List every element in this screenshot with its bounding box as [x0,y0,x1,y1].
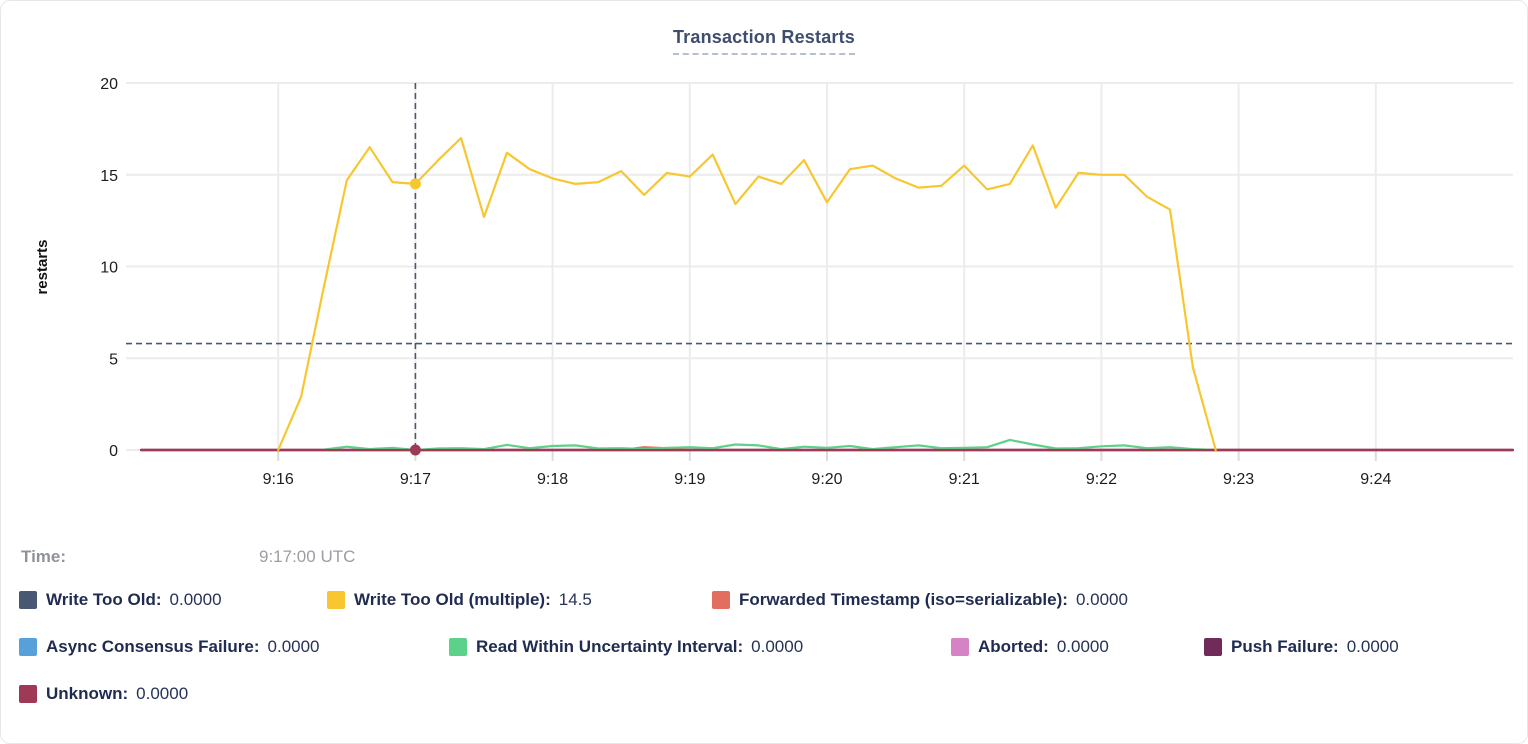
y-axis-title: restarts [34,239,51,294]
legend-value: 0.0000 [751,637,804,656]
legend-label: Push Failure: [1231,637,1339,656]
legend-item-forwarded-timestamp-iso-serializable: Forwarded Timestamp (iso=serializable): 0… [712,590,1128,610]
legend-swatch-push-failure [1204,638,1222,656]
y-tick-label: 10 [100,260,118,277]
legend-label: Aborted: [978,637,1049,656]
series-line-write-too-old-multiple [277,137,1217,452]
series-line-read-within-uncertainty-interval [322,438,1217,452]
legend-swatch-unknown [19,685,37,703]
legend-swatch-write-too-old [19,591,37,609]
y-tick-label: 15 [100,168,118,185]
legend-item-async-consensus-failure: Async Consensus Failure: 0.0000 [19,637,320,657]
chart-title-wrap: Transaction Restarts [1,27,1527,55]
x-tick-label: 9:21 [949,471,980,488]
legend-item-write-too-old-multiple: Write Too Old (multiple): 14.5 [327,590,592,610]
hover-dot-unknown [409,444,421,456]
legend-swatch-read-within-uncertainty-interval [449,638,467,656]
x-tick-label: 9:19 [674,471,705,488]
hover-dot-write-too-old-multiple [409,178,421,190]
x-tick-label: 9:24 [1360,471,1391,488]
legend-value: 0.0000 [169,590,222,609]
x-tick-label: 9:16 [263,471,294,488]
legend-label: Unknown: [46,684,129,703]
restarts-line-chart[interactable]: 0 5 10 15 20 9:16 9:17 9:18 9:19 9:20 9:21 9:22 9:23… [1,1,1528,513]
x-tick-label: 9:20 [811,471,842,488]
y-tick-label: 0 [109,443,118,460]
legend-label: Write Too Old (multiple): [354,590,551,609]
legend-value: 0.0000 [1075,590,1128,609]
legend-item-write-too-old: Write Too Old: 0.0000 [19,590,222,610]
legend-value: 14.5 [558,590,592,609]
legend-label: Forwarded Timestamp (iso=serializable): [739,590,1068,609]
x-tick-label: 9:23 [1223,471,1254,488]
legend-value: 0.0000 [1346,637,1399,656]
legend-value: 0.0000 [267,637,320,656]
y-tick-label: 5 [109,351,118,368]
legend-swatch-write-too-old-multiple [327,591,345,609]
legend-label: Async Consensus Failure: [46,637,260,656]
legend-value: 0.0000 [136,684,189,703]
y-tick-label: 20 [100,76,118,93]
legend-item-aborted: Aborted: 0.0000 [951,637,1109,657]
legend-label: Read Within Uncertainty Interval: [476,637,744,656]
legend-label: Write Too Old: [46,590,162,609]
legend-value: 0.0000 [1056,637,1109,656]
tooltip-time-value: 9:17:00 UTC [259,547,356,566]
legend-item-read-within-uncertainty-interval: Read Within Uncertainty Interval: 0.0000 [449,637,803,657]
x-tick-label: 9:17 [400,471,431,488]
tooltip-time-label: Time: [21,547,67,566]
legend-swatch-async-consensus-failure [19,638,37,656]
legend-item-push-failure: Push Failure: 0.0000 [1204,637,1399,657]
legend-swatch-aborted [951,638,969,656]
legend-swatch-forwarded-timestamp-iso-serializable [712,591,730,609]
legend-item-unknown: Unknown: 0.0000 [19,684,188,704]
x-tick-label: 9:22 [1086,471,1117,488]
chart-title: Transaction Restarts [672,27,856,55]
x-tick-label: 9:18 [537,471,568,488]
